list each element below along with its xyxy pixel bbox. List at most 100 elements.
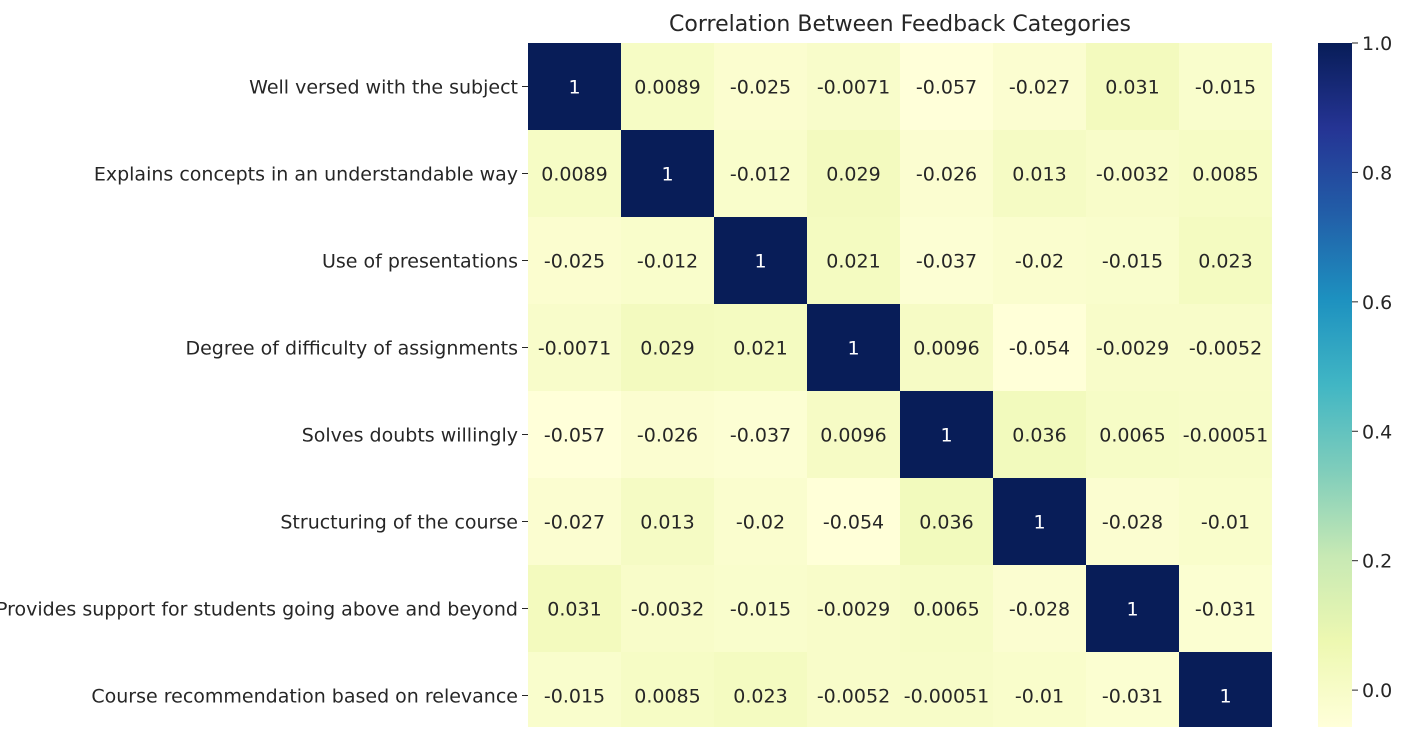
row-label: Solves doubts willingly <box>302 425 518 447</box>
cell-value-label: -0.01 <box>1201 512 1250 534</box>
cell-value-label: -0.054 <box>823 512 884 534</box>
cell-value-label: 0.029 <box>640 338 694 360</box>
cell-value-label: 1 <box>847 338 859 360</box>
cell-value-label: -0.037 <box>730 425 791 447</box>
cell-value-label: -0.057 <box>544 425 605 447</box>
heatmap-cell <box>1179 304 1272 391</box>
heatmap-cell <box>528 43 621 130</box>
heatmap-cell <box>621 304 714 391</box>
colorbar-tick-label: 1.0 <box>1362 33 1392 55</box>
cell-value-label: -0.031 <box>1102 686 1163 708</box>
heatmap-cell <box>900 652 993 731</box>
row-label: Course recommendation based on relevance <box>91 686 518 708</box>
heatmap-cell <box>714 652 807 731</box>
heatmap-cell <box>807 478 900 565</box>
heatmap-cell <box>528 217 621 304</box>
heatmap-cell <box>807 391 900 478</box>
cell-value-label: -0.00051 <box>904 686 989 708</box>
cell-value-label: 0.013 <box>640 512 694 534</box>
heatmap-cell <box>1086 217 1179 304</box>
colorbar-tick-label: 0.8 <box>1362 162 1392 184</box>
cell-value-label: 0.031 <box>1105 77 1159 99</box>
cell-value-label: -0.0032 <box>1096 164 1169 186</box>
cell-value-label: 1 <box>1126 599 1138 621</box>
heatmap-cell <box>714 565 807 652</box>
heatmap-cell <box>807 304 900 391</box>
cell-value-label: -0.00051 <box>1183 425 1268 447</box>
row-label: Provides support for students going abov… <box>0 599 518 621</box>
cell-value-label: 1 <box>1033 512 1045 534</box>
heatmap-cell <box>621 478 714 565</box>
cell-value-label: -0.012 <box>730 164 791 186</box>
cell-value-label: -0.012 <box>637 251 698 273</box>
heatmap-cell <box>528 652 621 731</box>
cell-value-label: -0.026 <box>637 425 698 447</box>
heatmap-cell <box>528 130 621 217</box>
cell-value-label: -0.015 <box>1195 77 1256 99</box>
heatmap-cell <box>807 43 900 130</box>
cell-value-label: 0.029 <box>826 164 880 186</box>
cell-value-label: 1 <box>940 425 952 447</box>
cell-value-label: 0.036 <box>919 512 973 534</box>
heatmap-cell <box>528 565 621 652</box>
heatmap-cell <box>1086 565 1179 652</box>
row-label: Degree of difficulty of assignments <box>185 338 518 360</box>
heatmap-cell <box>807 652 900 731</box>
cell-value-label: -0.057 <box>916 77 977 99</box>
cell-value-label: -0.037 <box>916 251 977 273</box>
heatmap-cell <box>1086 43 1179 130</box>
heatmap-cell <box>993 304 1086 391</box>
heatmap-cell <box>621 130 714 217</box>
cell-value-label: 0.023 <box>733 686 787 708</box>
cell-value-label: 0.021 <box>826 251 880 273</box>
heatmap-cell <box>1179 565 1272 652</box>
heatmap-cell <box>1179 130 1272 217</box>
cell-value-label: -0.026 <box>916 164 977 186</box>
colorbar-tick-label: 0.4 <box>1362 421 1392 443</box>
cell-value-label: -0.027 <box>1009 77 1070 99</box>
cell-value-label: 0.0096 <box>913 338 979 360</box>
heatmap-cell <box>621 43 714 130</box>
heatmap-cell <box>714 130 807 217</box>
colorbar-tick-label: 0.6 <box>1362 292 1392 314</box>
cell-value-label: -0.027 <box>544 512 605 534</box>
cell-value-label: 1 <box>1219 686 1231 708</box>
cell-value-label: -0.0029 <box>1096 338 1169 360</box>
heatmap-cell <box>1086 652 1179 731</box>
cell-value-label: 0.0065 <box>1099 425 1165 447</box>
cell-value-label: 0.0096 <box>820 425 886 447</box>
heatmap-cell <box>714 478 807 565</box>
cell-value-label: -0.0071 <box>817 77 890 99</box>
cell-value-label: 0.036 <box>1012 425 1066 447</box>
row-label: Structuring of the course <box>280 512 518 534</box>
cell-value-label: 1 <box>661 164 673 186</box>
heatmap-cell <box>1179 217 1272 304</box>
heatmap-cell <box>993 43 1086 130</box>
cell-value-label: 1 <box>568 77 580 99</box>
heatmap-cell <box>900 478 993 565</box>
cell-value-label: 1 <box>754 251 766 273</box>
heatmap-cell <box>993 565 1086 652</box>
cell-value-label: 0.0089 <box>541 164 607 186</box>
heatmap-cell <box>807 565 900 652</box>
heatmap-cell <box>900 565 993 652</box>
heatmap-cell <box>621 391 714 478</box>
heatmap-cell <box>1179 478 1272 565</box>
cell-value-label: -0.031 <box>1195 599 1256 621</box>
heatmap-cell <box>621 565 714 652</box>
heatmap-cell <box>900 217 993 304</box>
heatmap-cell <box>900 391 993 478</box>
cell-value-label: -0.0052 <box>1189 338 1262 360</box>
cell-value-label: 0.021 <box>733 338 787 360</box>
cell-value-label: 0.013 <box>1012 164 1066 186</box>
heatmap-cell <box>1179 43 1272 130</box>
cell-value-label: 0.031 <box>547 599 601 621</box>
cell-value-label: -0.02 <box>1015 251 1064 273</box>
heatmap-cell <box>528 391 621 478</box>
cell-value-label: 0.023 <box>1198 251 1252 273</box>
cell-value-label: -0.025 <box>730 77 791 99</box>
cell-value-label: -0.054 <box>1009 338 1070 360</box>
heatmap-cell <box>993 652 1086 731</box>
cell-value-label: 0.0085 <box>634 686 700 708</box>
